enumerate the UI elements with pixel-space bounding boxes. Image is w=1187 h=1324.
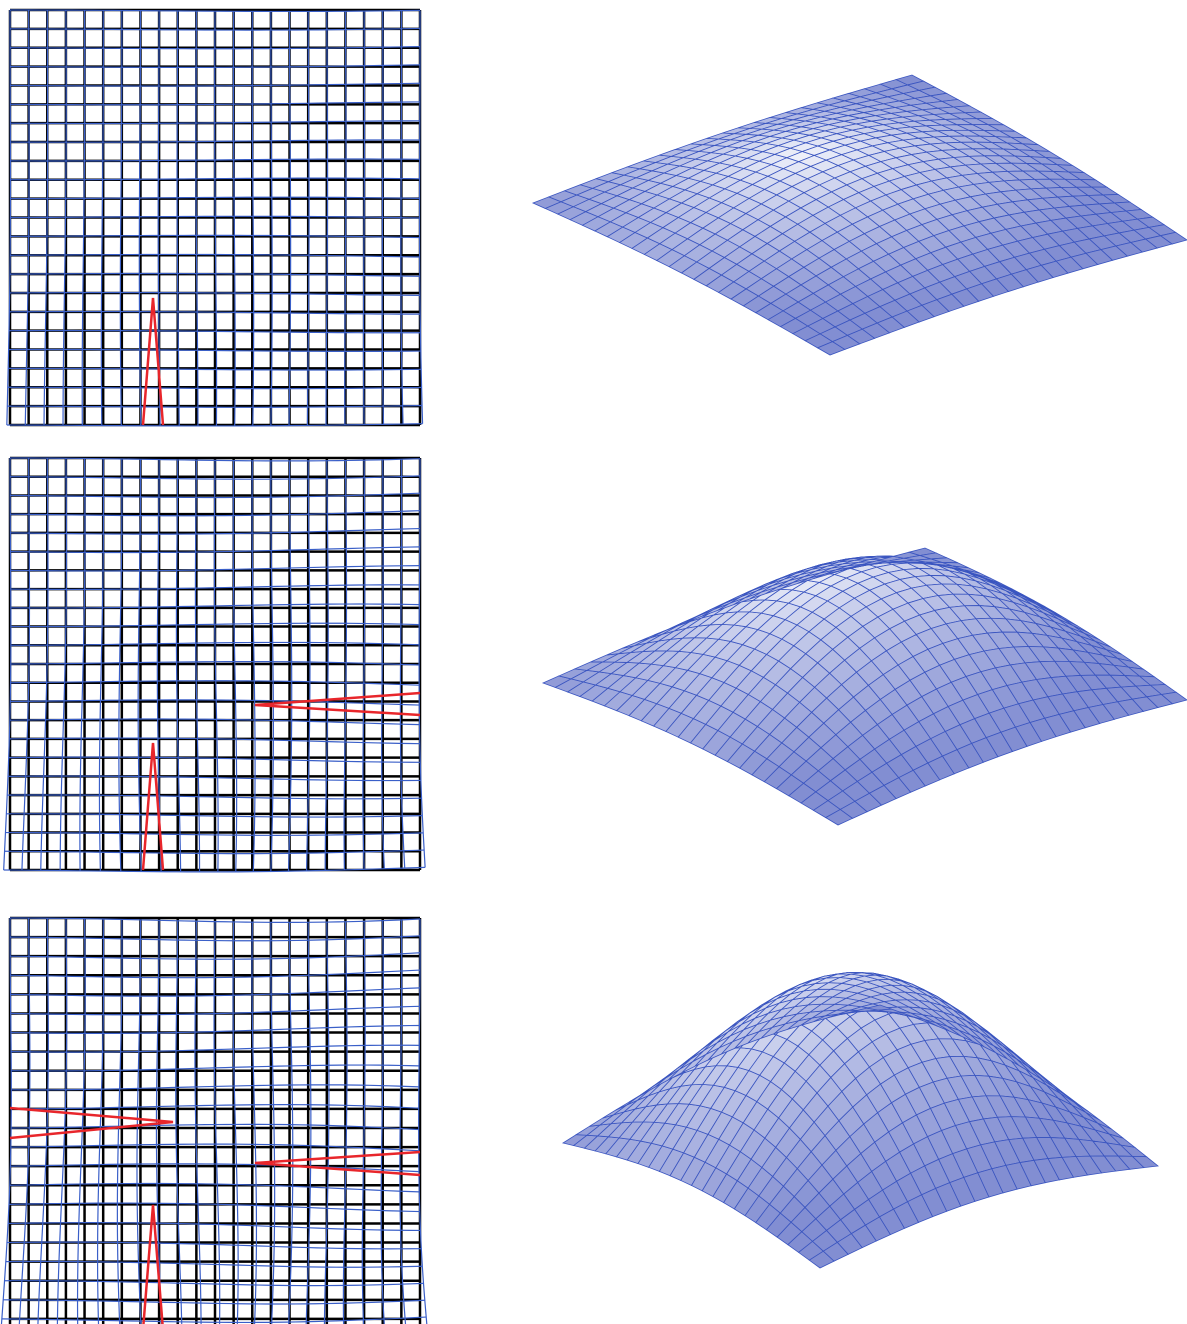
surfaces [533, 75, 1187, 1268]
surface [543, 548, 1187, 825]
dart [10, 1108, 173, 1138]
dart [255, 1152, 420, 1175]
figure [0, 0, 1187, 1324]
pattern-panel [4, 458, 425, 872]
surface [563, 972, 1158, 1268]
pattern-panel [7, 10, 423, 426]
flat-patterns [1, 10, 428, 1324]
surface [533, 75, 1187, 355]
pattern-panel [1, 918, 428, 1324]
